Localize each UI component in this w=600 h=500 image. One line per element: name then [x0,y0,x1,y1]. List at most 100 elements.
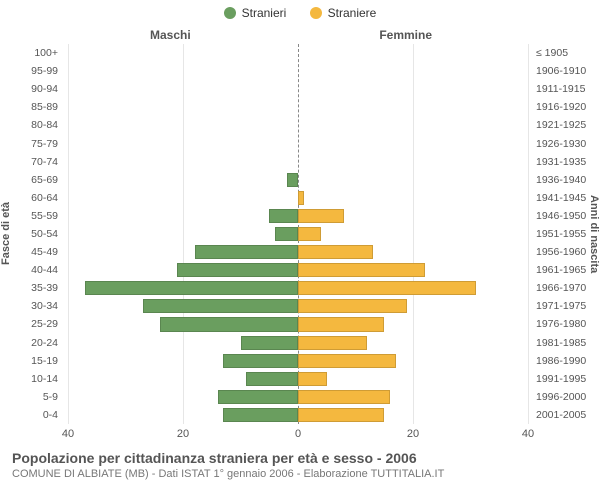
population-pyramid-chart: Stranieri Straniere Maschi Femmine Fasce… [0,0,600,500]
bar-male [287,173,299,187]
x-tick-label: 40 [62,428,74,440]
pyramid-row [68,299,528,313]
age-label: 85-89 [31,102,58,113]
x-tick-label: 0 [295,428,301,440]
birth-year-label: 2001-2005 [536,410,586,421]
caption-title: Popolazione per cittadinanza straniera p… [12,450,588,466]
legend-item-female: Straniere [310,6,377,20]
birth-year-label: 1941-1945 [536,193,586,204]
birth-year-label: 1906-1910 [536,66,586,77]
age-label: 15-19 [31,355,58,366]
birth-year-label: 1921-1925 [536,120,586,131]
legend-label-female: Straniere [328,6,377,20]
age-label: 70-74 [31,156,58,167]
birth-year-label: 1996-2000 [536,392,586,403]
bar-male [275,227,298,241]
x-axis: 402002040 [68,424,528,446]
bar-male [246,372,298,386]
bar-female [298,372,327,386]
pyramid-row [68,173,528,187]
bar-female [298,245,373,259]
bar-male [223,354,298,368]
birth-year-label: 1981-1985 [536,337,586,348]
bar-female [298,191,304,205]
birth-year-label: 1951-1955 [536,229,586,240]
pyramid-row [68,100,528,114]
age-label: 65-69 [31,174,58,185]
bar-male [85,281,298,295]
birth-year-label: 1966-1970 [536,283,586,294]
bar-male [195,245,299,259]
birth-year-label: 1931-1935 [536,156,586,167]
caption: Popolazione per cittadinanza straniera p… [12,450,588,480]
side-title-male: Maschi [150,28,191,42]
age-label: 60-64 [31,193,58,204]
pyramid-row [68,317,528,331]
caption-sub: COMUNE DI ALBIATE (MB) - Dati ISTAT 1° g… [12,468,588,480]
birth-year-label: 1956-1960 [536,247,586,258]
bar-male [223,408,298,422]
pyramid-row [68,46,528,60]
pyramid-row [68,64,528,78]
pyramid-row [68,209,528,223]
age-label: 25-29 [31,319,58,330]
birth-year-label: ≤ 1905 [536,48,568,59]
birth-year-label: 1971-1975 [536,301,586,312]
plot-area [68,44,528,424]
age-label: 75-79 [31,138,58,149]
pyramid-row [68,354,528,368]
age-label: 10-14 [31,374,58,385]
age-label: 50-54 [31,229,58,240]
pyramid-row [68,390,528,404]
pyramid-row [68,155,528,169]
pyramid-row [68,191,528,205]
legend: Stranieri Straniere [0,6,600,22]
birth-year-label: 1911-1915 [536,84,585,95]
bar-male [218,390,299,404]
bar-female [298,317,384,331]
birth-year-label: 1926-1930 [536,138,586,149]
pyramid-row [68,82,528,96]
bar-female [298,336,367,350]
age-label: 100+ [34,48,58,59]
bar-female [298,408,384,422]
birth-year-label: 1986-1990 [536,355,586,366]
x-tick-label: 20 [177,428,189,440]
pyramid-row [68,118,528,132]
bar-female [298,281,476,295]
gridline [528,44,529,424]
age-label: 55-59 [31,211,58,222]
age-label: 30-34 [31,301,58,312]
legend-item-male: Stranieri [224,6,287,20]
birth-year-label: 1946-1950 [536,211,586,222]
bar-male [177,263,298,277]
bar-female [298,227,321,241]
legend-label-male: Stranieri [242,6,287,20]
pyramid-row [68,372,528,386]
bar-female [298,390,390,404]
side-title-female: Femmine [379,28,432,42]
age-label: 80-84 [31,120,58,131]
bar-male [160,317,298,331]
legend-swatch-female [310,7,322,19]
age-label: 5-9 [43,392,58,403]
bar-female [298,299,407,313]
birth-year-label: 1936-1940 [536,174,586,185]
birth-year-label: 1916-1920 [536,102,586,113]
birth-year-label: 1991-1995 [536,374,586,385]
bar-male [241,336,299,350]
pyramid-row [68,408,528,422]
age-label: 20-24 [31,337,58,348]
bar-male [143,299,298,313]
birth-year-label: 1961-1965 [536,265,586,276]
pyramid-row [68,281,528,295]
bar-female [298,209,344,223]
age-label: 35-39 [31,283,58,294]
age-label: 45-49 [31,247,58,258]
x-tick-label: 20 [407,428,419,440]
legend-swatch-male [224,7,236,19]
age-label: 90-94 [31,84,58,95]
age-label: 0-4 [43,410,58,421]
age-label: 95-99 [31,66,58,77]
pyramid-row [68,263,528,277]
